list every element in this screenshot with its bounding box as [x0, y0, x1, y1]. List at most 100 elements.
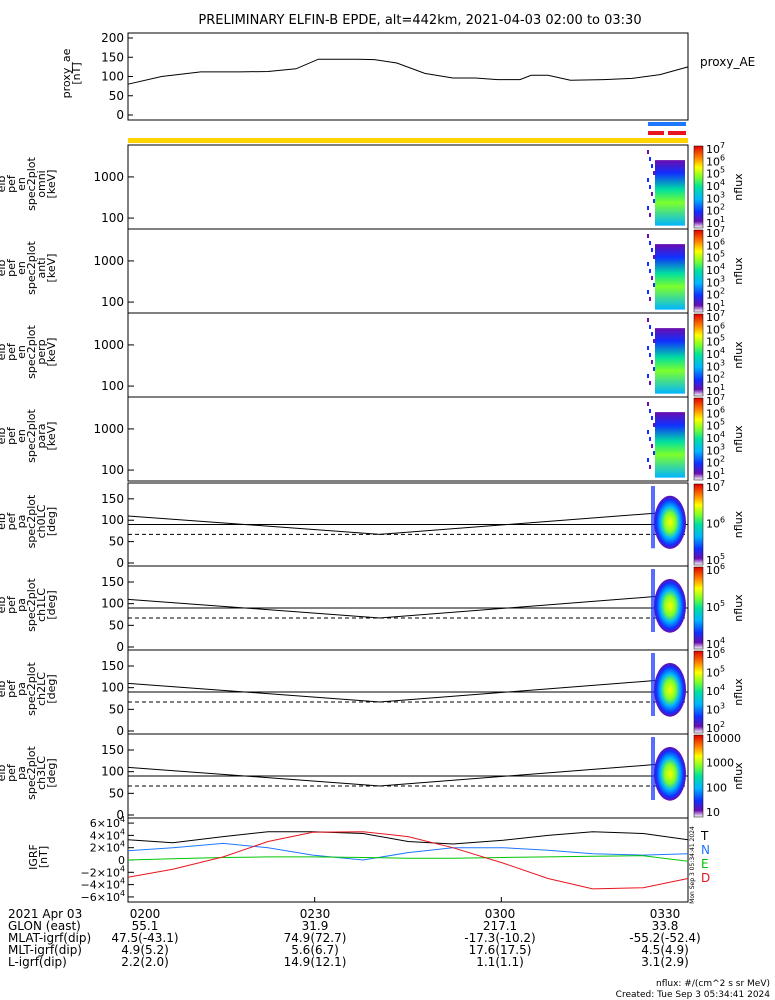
- colorbar-tick-label: 106: [706, 562, 725, 577]
- y-axis-label-line: en: [15, 177, 28, 191]
- y-tick-label: 2×104: [90, 840, 125, 855]
- y-tick-label: 100: [101, 765, 124, 779]
- spectrogram-speck: [651, 332, 653, 336]
- y-tick-label: 0: [116, 108, 124, 122]
- colorbar-tick-label: 103: [706, 358, 725, 373]
- y-tick-label: 100: [101, 211, 124, 225]
- igrf-legend-T: T: [700, 829, 709, 843]
- y-axis-label-line: ch0LC: [35, 504, 48, 538]
- y-axis-label-line: elb: [0, 513, 8, 530]
- footer-row-label: L-igrf(dip): [8, 955, 67, 969]
- y-axis-label-line: [nT]: [70, 62, 83, 84]
- y-tick-label: 100: [101, 463, 124, 477]
- y-tick-label: 1000: [93, 170, 124, 184]
- spectrogram-speck: [653, 255, 655, 259]
- colorbar-tick-label: 105: [706, 250, 725, 265]
- colorbar-tick-label: 104: [706, 262, 725, 277]
- y-tick-label: 150: [101, 659, 124, 673]
- panel-frame: [127, 312, 689, 398]
- spectrogram-speck: [647, 374, 649, 378]
- y-tick-label: 100: [101, 70, 124, 84]
- spectrogram-speck: [651, 360, 653, 364]
- y-axis-label-line: pa: [15, 766, 28, 780]
- colorbar-tick-label: 104: [706, 178, 725, 193]
- y-tick-label: 100: [101, 379, 124, 393]
- colorbar-tick-label: 101: [706, 215, 725, 230]
- colorbar-tick-label: 102: [706, 287, 725, 302]
- y-axis-label-line: pef: [5, 174, 18, 193]
- footer-cell: 47.5(-43.1): [111, 931, 178, 945]
- y-axis-label-line: [keV]: [45, 254, 58, 283]
- y-tick-label: 100: [101, 597, 124, 611]
- colorbar-tick-label: 104: [706, 430, 725, 445]
- anti-loss-cone-line: [127, 679, 659, 703]
- y-axis-label-line: perp: [35, 339, 48, 364]
- status-bar-yellow: [128, 138, 688, 143]
- y-axis-label-line: pef: [5, 426, 18, 445]
- y-axis-label-line: [deg]: [45, 758, 58, 787]
- y-axis-label-line: ch1LC: [35, 588, 48, 622]
- colorbar-tick-label: 106: [706, 321, 725, 336]
- colorbar: [693, 483, 704, 566]
- pitch-angle-edge: [651, 737, 655, 800]
- spectrogram-speck: [649, 269, 651, 273]
- colorbar-label: nflux: [732, 341, 745, 369]
- y-tick-label: 1000: [93, 254, 124, 268]
- y-axis-label-line: spec2plot: [25, 662, 38, 716]
- colorbar-tick-label: 107: [706, 141, 725, 156]
- footer-cell: 0200: [130, 907, 161, 921]
- y-tick-label: −4×104: [81, 877, 125, 892]
- panel-frame: [127, 144, 689, 230]
- y-axis-label-line: pa: [15, 515, 28, 529]
- colorbar-tick-label: 102: [706, 720, 725, 735]
- y-axis-label-line: omni: [35, 170, 48, 197]
- spectrogram-speck: [649, 437, 651, 441]
- pitch-angle-distribution-fill: [654, 662, 686, 717]
- colorbar-label: nflux: [732, 762, 745, 790]
- y-tick-label: 50: [109, 786, 124, 800]
- status-bar-red-1: [648, 131, 664, 135]
- y-tick-label: 100: [101, 681, 124, 695]
- colorbar: [693, 397, 704, 481]
- footer-cell: 1.1(1.1): [476, 955, 524, 969]
- y-axis-label-line: pa: [15, 682, 28, 696]
- igrf-ylabel: IGRF[nT]: [27, 844, 50, 870]
- y-axis-label-line: para: [35, 424, 48, 449]
- spectrogram-speck: [647, 290, 649, 294]
- spectrogram-fill: [655, 328, 685, 394]
- footer-cell: 33.8: [652, 919, 679, 933]
- footer-row-label: MLT-igrf(dip): [8, 943, 82, 957]
- colorbar-tick-label: 106: [706, 516, 725, 531]
- colorbar-tick-label: 102: [706, 371, 725, 386]
- colorbar-tick-label: 104: [706, 683, 725, 698]
- colorbar-tick-label: 107: [706, 225, 725, 240]
- colorbar-tick-label: 101: [706, 299, 725, 314]
- y-axis-label-line: spec2plot: [25, 157, 38, 211]
- footer-cell: 14.9(12.1): [284, 955, 347, 969]
- spectrogram-speck: [649, 409, 651, 413]
- colorbar-tick-label: 102: [706, 203, 725, 218]
- spectrogram-speck: [647, 178, 649, 182]
- pitch-angle-distribution-fill: [654, 746, 686, 801]
- y-axis-label-line: ch3LC: [35, 756, 48, 790]
- footer-cell: 55.1: [132, 919, 159, 933]
- colorbar-tick-label: 101: [706, 383, 725, 398]
- pitch-angle-edge: [651, 486, 655, 549]
- colorbar-tick-label: 106: [706, 646, 725, 661]
- y-axis-label-line: [keV]: [45, 338, 58, 367]
- igrf-legend-D: D: [701, 871, 710, 885]
- y-tick-label: 50: [109, 702, 124, 716]
- pitch-angle-edge: [651, 653, 655, 716]
- panel-frame: [127, 396, 689, 482]
- y-axis-label-line: en: [15, 345, 28, 359]
- spectrogram-speck: [647, 458, 649, 462]
- spectrogram-speck: [649, 381, 651, 385]
- colorbar-label: nflux: [732, 678, 745, 706]
- y-axis-label-line: elb: [0, 344, 8, 361]
